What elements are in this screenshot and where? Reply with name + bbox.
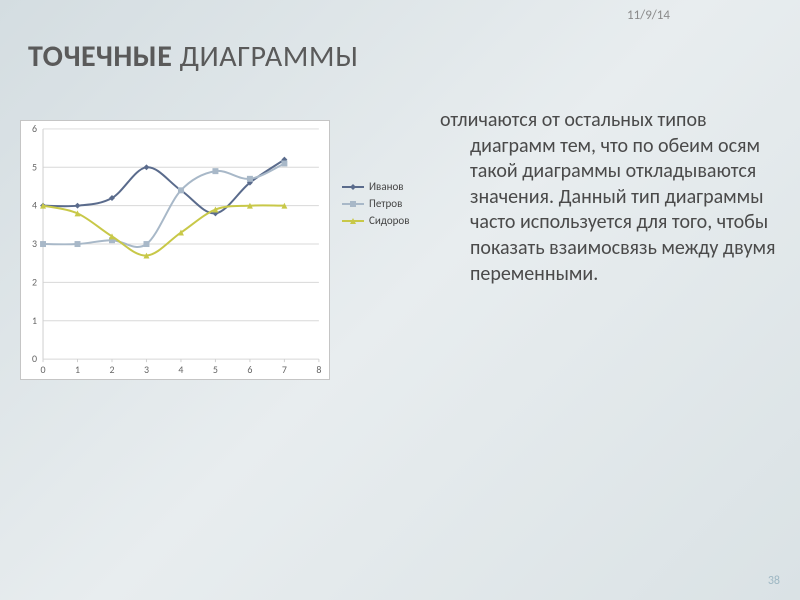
scatter-chart: 0 1 2 3 4 5 6 0 1 2 3 4 5 6 7 8	[20, 120, 330, 380]
legend-label: Сидоров	[369, 214, 410, 227]
legend-item: Сидоров	[342, 214, 410, 227]
svg-text:0: 0	[41, 364, 46, 376]
svg-text:4: 4	[32, 200, 37, 212]
svg-text:8: 8	[316, 364, 321, 376]
legend-marker	[342, 200, 364, 208]
svg-text:2: 2	[32, 276, 37, 288]
svg-text:2: 2	[109, 364, 114, 376]
slide-title: ТОЧЕЧНЫЕ ДИАГРАММЫ	[28, 38, 358, 75]
legend-marker	[342, 217, 364, 225]
legend-label: Петров	[369, 197, 402, 210]
svg-text:5: 5	[32, 161, 37, 173]
svg-text:6: 6	[32, 123, 37, 135]
svg-text:3: 3	[32, 238, 37, 250]
svg-text:3: 3	[144, 364, 149, 376]
legend-item: Петров	[342, 197, 410, 210]
svg-text:5: 5	[213, 364, 218, 376]
legend-marker	[342, 183, 364, 191]
slide-body-text: отличаются от остальных типов диаграмм т…	[440, 108, 780, 287]
svg-text:1: 1	[32, 315, 37, 327]
legend-label: Иванов	[369, 180, 404, 193]
svg-text:1: 1	[75, 364, 80, 376]
svg-text:6: 6	[247, 364, 252, 376]
legend-item: Иванов	[342, 180, 410, 193]
title-bold: ТОЧЕЧНЫЕ	[28, 38, 172, 75]
svg-text:0: 0	[32, 353, 37, 365]
slide-date: 11/9/14	[627, 8, 670, 23]
page-number: 38	[768, 574, 780, 588]
chart-legend: Иванов Петров Сидоров	[342, 180, 410, 231]
chart-container: 0 1 2 3 4 5 6 0 1 2 3 4 5 6 7 8	[20, 120, 330, 385]
svg-text:7: 7	[282, 364, 287, 376]
svg-text:4: 4	[178, 364, 183, 376]
title-light: ДИАГРАММЫ	[172, 38, 358, 75]
